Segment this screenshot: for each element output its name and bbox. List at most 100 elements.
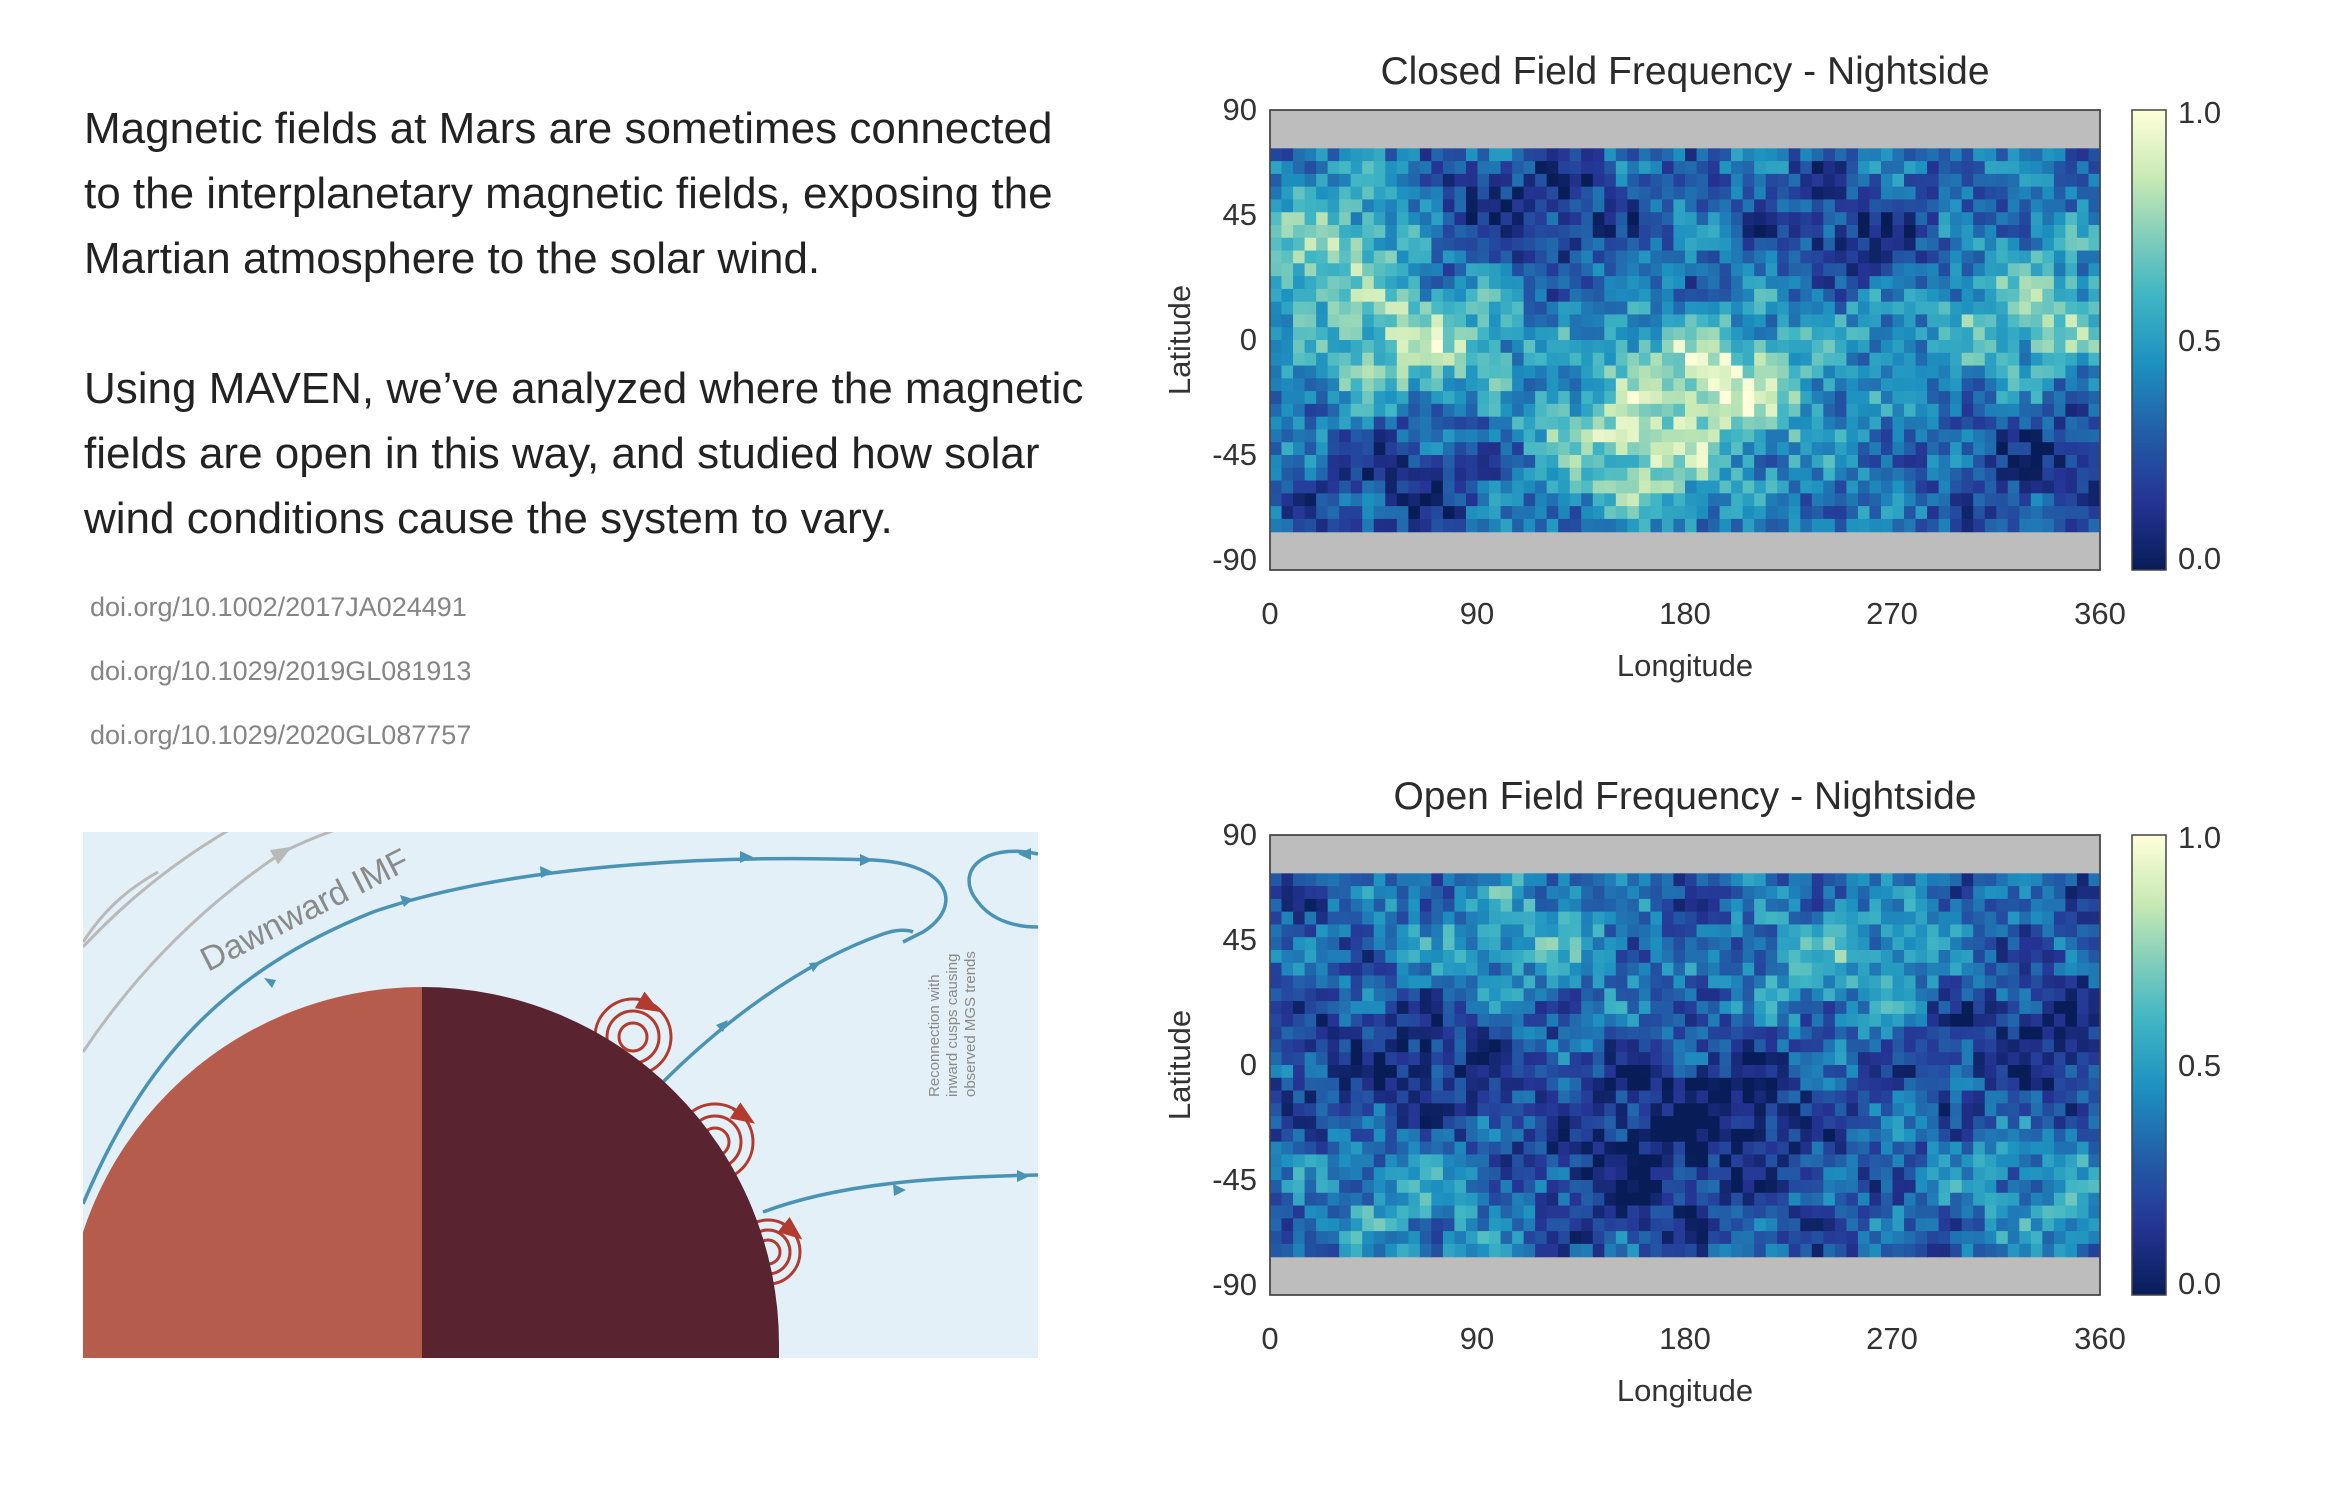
heatmap-cell <box>2076 1001 2090 1015</box>
heatmap-cell <box>1638 1052 1652 1066</box>
heatmap-cell <box>2076 467 2090 482</box>
heatmap-cell <box>1938 416 1951 431</box>
heatmap-cell <box>1834 1116 1847 1130</box>
heatmap-cell <box>1442 962 1456 977</box>
heatmap-cell <box>1938 250 1951 264</box>
heatmap-cell <box>1984 480 1997 494</box>
heatmap-cell <box>1454 1180 1467 1194</box>
doi-link[interactable]: doi.org/10.1002/2017JA024491 <box>90 592 467 622</box>
heatmap-cell <box>1927 1205 1940 1219</box>
heatmap-cell <box>1339 950 1352 964</box>
heatmap-cell <box>2053 416 2067 431</box>
heatmap-cell <box>1500 1231 1513 1245</box>
heatmap-cell <box>1708 199 1721 213</box>
heatmap-cell <box>1615 480 1628 494</box>
heatmap-cell <box>1523 186 1536 201</box>
heatmap-cell <box>1984 199 1997 213</box>
heatmap-cell <box>1592 898 1605 913</box>
heatmap-cell <box>1523 391 1536 405</box>
heatmap-cell <box>1373 455 1386 469</box>
heatmap-cell <box>1938 506 1951 520</box>
heatmap-cell <box>1535 1192 1548 1207</box>
heatmap-cell <box>1408 886 1421 900</box>
heatmap-cell <box>2019 467 2032 482</box>
chart-title: Closed Field Frequency - Nightside <box>1380 50 1989 93</box>
heatmap-cell <box>1973 1180 1986 1194</box>
heatmap-cell <box>1396 480 1409 494</box>
heatmap-cell <box>1535 911 1548 926</box>
heatmap-cell <box>1927 480 1940 494</box>
heatmap-cell <box>1350 1001 1363 1015</box>
heatmap-cell <box>1823 288 1836 303</box>
heatmap-cell <box>1442 950 1456 964</box>
heatmap-cell <box>1592 1052 1605 1066</box>
heatmap-cell <box>1650 327 1663 341</box>
heatmap-cell <box>1857 1001 1871 1015</box>
heatmap-cell <box>1754 365 1767 379</box>
heatmap-cell <box>1661 1192 1675 1207</box>
heatmap-cell <box>1281 962 1294 977</box>
heatmap-cell <box>1558 467 1571 482</box>
heatmap-cell <box>1696 403 1709 418</box>
heatmap-cell <box>1696 225 1709 239</box>
heatmap-cell <box>1327 886 1340 900</box>
heatmap-cell <box>1673 301 1686 316</box>
heatmap-cell <box>1627 225 1640 239</box>
heatmap-cell <box>1892 1052 1905 1066</box>
heatmap-cell <box>2007 1154 2020 1168</box>
heatmap-cell <box>1592 301 1605 316</box>
heatmap-cell <box>1546 161 1559 175</box>
heatmap-cell <box>1800 340 1813 354</box>
heatmap-cell <box>1581 1103 1594 1117</box>
heatmap-cell <box>1800 1103 1813 1117</box>
heatmap-cell <box>1454 1141 1467 1156</box>
heatmap-cell <box>1627 403 1640 418</box>
heatmap-cell <box>1719 1077 1732 1092</box>
heatmap-cell <box>1465 1192 1479 1207</box>
heatmap-cell <box>1523 442 1536 456</box>
heatmap-cell <box>1984 1026 1997 1041</box>
heatmap-cell <box>1546 1141 1559 1156</box>
doi-link[interactable]: doi.org/10.1029/2020GL087757 <box>90 720 472 750</box>
heatmap-cell <box>1857 1103 1871 1117</box>
heatmap-cell <box>1742 365 1755 379</box>
heatmap-cell <box>1569 1026 1582 1041</box>
heatmap-cell <box>1373 225 1386 239</box>
heatmap-cell <box>2076 148 2090 162</box>
heatmap-cell <box>1512 416 1525 431</box>
heatmap-cell <box>1742 1167 1755 1181</box>
heatmap-cell <box>1673 161 1686 175</box>
heatmap-cell <box>2076 1141 2090 1156</box>
heatmap-cell <box>1592 1026 1605 1041</box>
heatmap-cell <box>1419 1065 1432 1079</box>
heatmap-cell <box>1904 1103 1917 1117</box>
heatmap-cell <box>1961 1065 1974 1079</box>
heatmap-cell <box>1834 1128 1847 1143</box>
heatmap-cell <box>1569 937 1582 951</box>
heatmap-cell <box>1615 1090 1628 1104</box>
heatmap-cell <box>1950 1065 1963 1079</box>
heatmap-cell <box>1304 340 1317 354</box>
heatmap-cell <box>1385 199 1398 213</box>
heatmap-cell <box>1615 937 1628 951</box>
heatmap-cell <box>1961 288 1974 303</box>
heatmap-cell <box>1811 263 1824 277</box>
heatmap-cell <box>1754 340 1767 354</box>
heatmap-cell <box>1431 924 1444 938</box>
heatmap-cell <box>1823 1167 1836 1181</box>
doi-link[interactable]: doi.org/10.1029/2019GL081913 <box>90 656 472 686</box>
heatmap-cell <box>1350 1218 1363 1232</box>
heatmap-cell <box>1362 403 1375 418</box>
heatmap-cell <box>1523 1077 1536 1092</box>
heatmap-cell <box>2019 455 2032 469</box>
heatmap-cell <box>2007 1052 2020 1066</box>
heatmap-cell <box>1558 225 1571 239</box>
heatmap-cell <box>1512 455 1525 469</box>
heatmap-cell <box>2053 340 2067 354</box>
heatmap-cell <box>1950 1243 1963 1258</box>
heatmap-cell <box>1454 1090 1467 1104</box>
heatmap-cell <box>1811 327 1824 341</box>
heatmap-cell <box>1477 173 1490 188</box>
heatmap-cell <box>1708 1231 1721 1245</box>
heatmap-cell <box>1465 911 1479 926</box>
